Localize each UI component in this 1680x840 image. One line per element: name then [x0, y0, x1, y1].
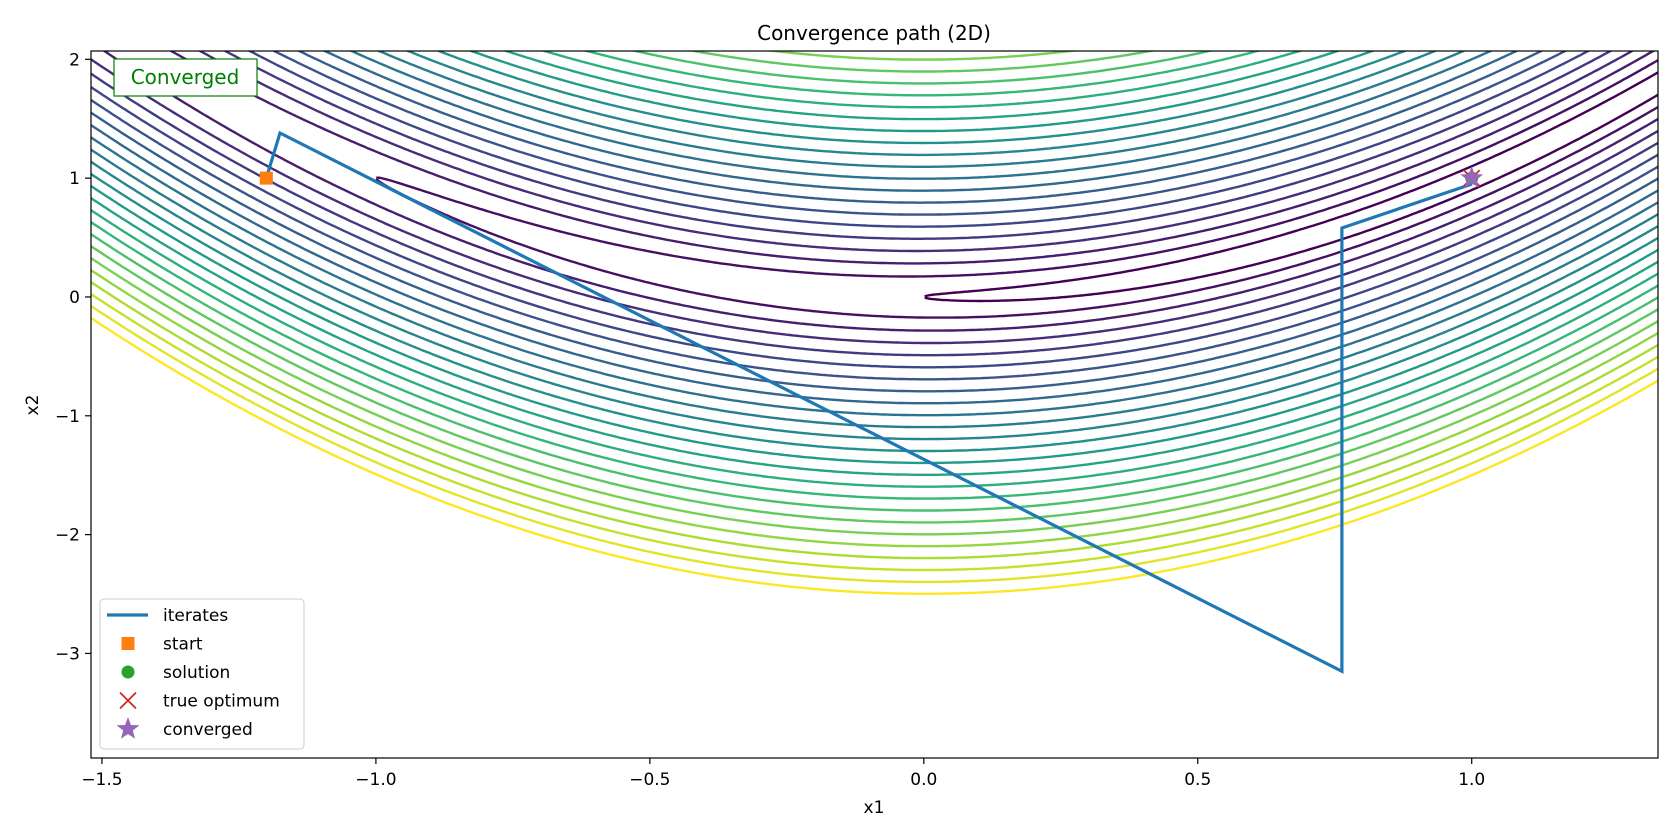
- legend-item: true optimum: [119, 691, 280, 712]
- contour-line: [91, 173, 1658, 453]
- legend-item: start: [121, 635, 203, 655]
- contour-line: [271, 51, 1568, 216]
- contour-line: [91, 221, 1658, 500]
- contour-line: [91, 86, 1658, 369]
- contour-line: [91, 245, 1658, 524]
- contour-line: [467, 51, 1376, 133]
- contour-line: [924, 93, 1658, 303]
- x-tick-label: −1.5: [81, 770, 122, 790]
- plot-frame: [90, 50, 1659, 759]
- contour-line: [91, 209, 1658, 488]
- legend-swatch: [119, 691, 137, 710]
- legend-label: start: [163, 635, 203, 655]
- contour-line: [91, 148, 1658, 429]
- contour-line: [91, 233, 1658, 512]
- contour-line: [435, 51, 1409, 145]
- contour-line: [376, 59, 1658, 278]
- status-box-border: [113, 58, 258, 97]
- legend-item: iterates: [107, 606, 228, 626]
- legend-item: converged: [116, 717, 253, 740]
- contour-line: [630, 51, 1215, 85]
- y-tick-label: 0: [69, 288, 80, 308]
- x-axis-label: x1: [864, 798, 885, 818]
- contour-line: [91, 305, 1658, 584]
- x-tick-label: −0.5: [629, 770, 670, 790]
- contour-line: [404, 51, 1439, 157]
- status-text: Converged: [131, 65, 240, 89]
- y-axis: −3 −2 −1 0 1 2: [55, 50, 91, 664]
- contour-line: [91, 197, 1658, 476]
- contour-line: [91, 185, 1658, 465]
- contour-line: [197, 51, 1635, 253]
- legend-swatch: [116, 717, 140, 739]
- contour-lines: [91, 51, 1658, 595]
- contour-line: [924, 71, 1658, 298]
- contour-line: [222, 51, 1613, 240]
- contour-line: [540, 51, 1304, 109]
- contour-line: [91, 124, 1658, 405]
- marker-start: [259, 171, 273, 185]
- legend-swatch: [121, 665, 135, 679]
- series-layer: [264, 130, 1473, 674]
- y-tick-label: 2: [69, 50, 80, 70]
- y-tick-label: −1: [55, 407, 80, 427]
- contour-line: [91, 257, 1658, 536]
- contour-line: [91, 99, 1658, 381]
- legend-box: [99, 598, 305, 750]
- contour-line: [91, 269, 1658, 548]
- contour-line: [91, 72, 1658, 357]
- contour-line: [247, 51, 1591, 228]
- x-tick-label: 1.0: [1458, 770, 1485, 790]
- contour-line: [296, 51, 1544, 204]
- contour-line: [91, 58, 1658, 345]
- series-iterates: [264, 130, 1473, 674]
- legend-label: converged: [163, 720, 253, 740]
- contour-line: [91, 160, 1658, 441]
- status-box: Converged: [113, 58, 258, 97]
- x-tick-label: 0.0: [910, 770, 937, 790]
- legend-item: solution: [121, 663, 230, 683]
- chart-title: Convergence path (2D): [757, 21, 991, 45]
- x-axis: −1.5 −1.0 −0.5 0.0 0.5 1.0: [81, 758, 1485, 790]
- marker-layer: [259, 166, 1484, 188]
- contour-line: [168, 51, 1656, 265]
- contour-line: [91, 293, 1658, 572]
- legend-label: iterates: [163, 606, 228, 626]
- y-tick-label: −3: [55, 644, 80, 664]
- y-axis-label: x2: [23, 395, 43, 416]
- contour-line: [582, 51, 1262, 97]
- contour-line: [502, 51, 1342, 121]
- contour-line: [91, 111, 1658, 393]
- y-tick-label: −2: [55, 526, 80, 546]
- legend-label: true optimum: [163, 692, 280, 712]
- contour-line: [322, 51, 1520, 192]
- contour-line: [91, 136, 1658, 417]
- x-tick-label: 0.5: [1184, 770, 1211, 790]
- contour-line: [376, 51, 1467, 168]
- contour-line: [91, 316, 1658, 595]
- legend-label: solution: [163, 663, 230, 683]
- contour-line: [91, 281, 1658, 560]
- contour-line: [764, 51, 1080, 61]
- legend-swatch: [121, 637, 135, 650]
- contour-line: [375, 105, 1658, 319]
- contour-line: [687, 51, 1158, 73]
- marker-converged: [1460, 166, 1484, 188]
- x-tick-label: −1.0: [355, 770, 396, 790]
- contour-line: [102, 51, 1658, 332]
- y-tick-label: 1: [69, 169, 80, 189]
- legend: iterates start solution true optimum converg…: [99, 598, 305, 750]
